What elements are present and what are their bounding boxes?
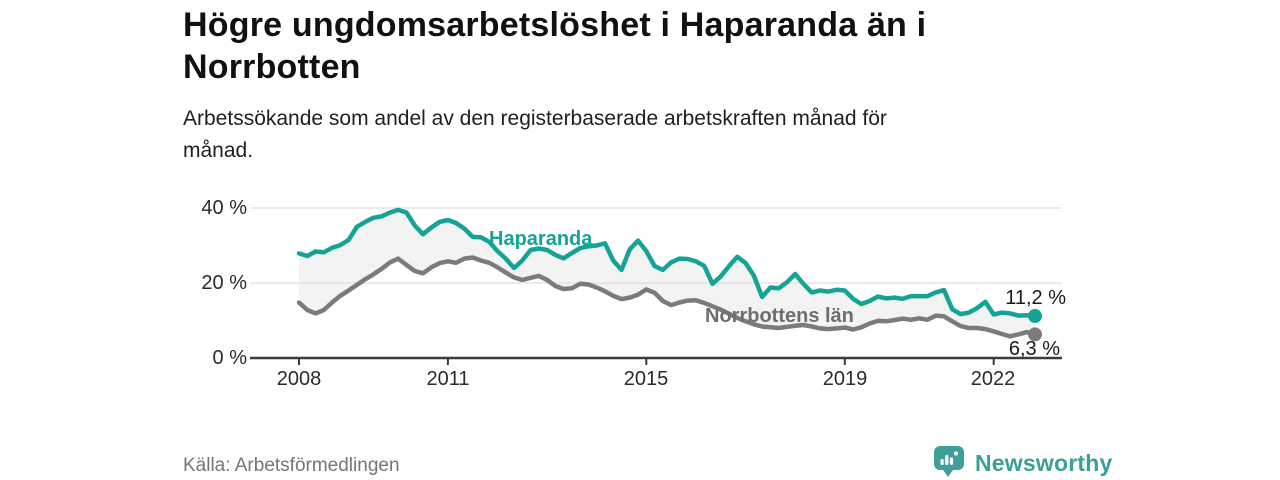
haparanda-series-label: Haparanda bbox=[489, 228, 593, 250]
newsworthy-logo-icon bbox=[934, 446, 964, 477]
page-title: Högre ungdomsarbetslöshet i Haparanda än… bbox=[183, 6, 927, 86]
x-tick-label-2019: 2019 bbox=[822, 368, 868, 390]
x-tick-label-2015: 2015 bbox=[623, 368, 669, 390]
newsworthy-brand-text: Newsworthy bbox=[975, 450, 1113, 476]
page-subtitle: Arbetssökande som andel av den registerb… bbox=[183, 107, 887, 162]
x-tick-label-2011: 2011 bbox=[426, 368, 470, 390]
newsworthy-brand[interactable]: Newsworthy bbox=[931, 443, 1131, 480]
source-note: Källa: Arbetsförmedlingen bbox=[183, 455, 400, 476]
y-tick-label-0: 0 % bbox=[212, 347, 247, 369]
y-tick-label-20: 20 % bbox=[201, 272, 247, 294]
norrbotten-end-value-label: 6,3 % bbox=[1008, 338, 1060, 360]
y-tick-label-40: 40 % bbox=[201, 197, 247, 219]
x-tick-label-2022: 2022 bbox=[970, 368, 1016, 390]
haparanda-end-value-label: 11,2 % bbox=[1005, 287, 1066, 309]
norrbotten-series-label: Norrbottens län bbox=[705, 305, 854, 327]
x-tick-label-2008: 2008 bbox=[276, 368, 322, 390]
